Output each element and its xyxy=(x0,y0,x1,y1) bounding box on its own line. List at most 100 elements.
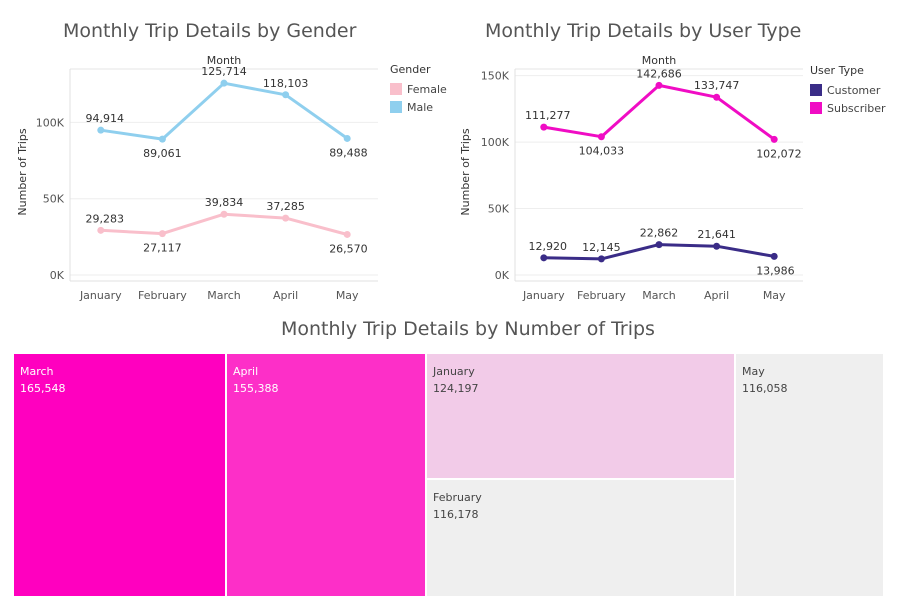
customer-swatch xyxy=(810,84,822,96)
gender-point-male xyxy=(158,135,166,143)
usertype-x-tick-label: February xyxy=(577,289,626,302)
usertype-x-tick-label: January xyxy=(522,289,565,302)
gender-line-chart: Month Number of Trips 0K 50K 100K January Febr… xyxy=(16,54,378,302)
usertype-y-tick-label: 0K xyxy=(495,269,510,282)
gender-x-axis-title: Month xyxy=(207,54,242,67)
legend-item-male[interactable]: Male xyxy=(390,98,447,116)
usertype-data-label: 12,920 xyxy=(529,240,568,253)
gender-data-label: 37,285 xyxy=(266,200,305,213)
usertype-x-axis-title: Month xyxy=(642,54,677,67)
treemap-tile-april[interactable]: April 155,388 xyxy=(226,353,426,597)
usertype-series-line-subscriber xyxy=(543,83,776,141)
gender-data-label: 39,834 xyxy=(205,196,244,209)
usertype-y-tick-label: 100K xyxy=(481,136,510,149)
tile-label: March xyxy=(20,365,54,378)
gender-data-label: 89,488 xyxy=(329,146,368,159)
gender-y-tick-label: 100K xyxy=(36,116,65,129)
tile-label: April xyxy=(233,365,259,378)
usertype-point-customer xyxy=(597,255,605,263)
usertype-point-customer xyxy=(713,242,721,250)
legend-label-male: Male xyxy=(407,100,434,114)
usertype-data-label: 133,747 xyxy=(694,79,740,92)
usertype-data-label: 12,145 xyxy=(582,241,621,254)
treemap-tile-march[interactable]: March 165,548 xyxy=(13,353,226,597)
tile-label: February xyxy=(433,491,482,504)
gender-data-label: 89,061 xyxy=(143,147,182,160)
tile-value: 116,178 xyxy=(433,508,479,521)
usertype-x-tick-label: April xyxy=(704,289,729,302)
gender-x-tick-label: May xyxy=(336,289,359,302)
treemap-tile-february[interactable]: February 116,178 xyxy=(426,479,735,597)
gender-point-male xyxy=(282,91,290,99)
female-swatch xyxy=(390,83,402,95)
usertype-chart-title: Monthly Trip Details by User Type xyxy=(485,20,802,42)
legend-label-female: Female xyxy=(407,82,447,96)
gender-series-line-male xyxy=(100,81,349,141)
legend-item-customer[interactable]: Customer xyxy=(810,81,886,99)
usertype-x-tick-label: March xyxy=(642,289,676,302)
usertype-data-label: 102,072 xyxy=(756,147,802,160)
gender-x-tick-label: January xyxy=(79,289,122,302)
gender-legend-title: Gender xyxy=(390,63,431,76)
tile-value: 165,548 xyxy=(20,382,66,395)
treemap-title: Monthly Trip Details by Number of Trips xyxy=(281,318,655,340)
gender-data-label: 94,914 xyxy=(86,112,125,125)
subscriber-swatch xyxy=(810,102,822,114)
usertype-line-chart: Month Number of Trips 0K 50K 100K 150K January… xyxy=(459,54,803,302)
gender-point-male xyxy=(97,126,105,134)
tile-label: January xyxy=(433,365,475,378)
gender-point-female xyxy=(158,230,166,238)
tile-value: 155,388 xyxy=(233,382,279,395)
tile-value: 124,197 xyxy=(433,382,479,395)
usertype-point-customer xyxy=(770,252,778,260)
usertype-point-subscriber xyxy=(713,93,721,101)
gender-point-female xyxy=(97,226,105,234)
usertype-data-label: 22,862 xyxy=(640,227,679,240)
gender-legend: Gender Female Male xyxy=(390,63,447,116)
gender-data-label: 125,714 xyxy=(201,65,247,78)
usertype-legend-title: User Type xyxy=(810,64,864,77)
legend-item-subscriber[interactable]: Subscriber xyxy=(810,99,886,117)
legend-item-female[interactable]: Female xyxy=(390,80,447,98)
tile-value: 116,058 xyxy=(742,382,788,395)
usertype-y-tick-label: 150K xyxy=(481,70,510,83)
gender-point-male xyxy=(220,79,228,87)
gender-point-female xyxy=(343,230,351,238)
treemap-tile-january[interactable]: January 124,197 xyxy=(426,353,735,479)
usertype-point-customer xyxy=(540,254,548,262)
usertype-legend: User Type Customer Subscriber xyxy=(810,64,886,117)
gender-chart-title: Monthly Trip Details by Gender xyxy=(63,20,357,42)
gender-x-tick-label: April xyxy=(273,289,298,302)
gender-data-label: 29,283 xyxy=(86,212,125,225)
gender-y-axis-title: Number of Trips xyxy=(16,128,29,215)
gender-x-tick-label: March xyxy=(207,289,241,302)
usertype-x-tick-label: May xyxy=(763,289,786,302)
treemap-tile-may[interactable]: May 116,058 xyxy=(735,353,884,597)
tile-label: May xyxy=(742,365,765,378)
gender-point-female xyxy=(282,214,290,222)
usertype-point-customer xyxy=(655,241,663,249)
gender-point-male xyxy=(343,134,351,142)
usertype-data-label: 104,033 xyxy=(579,145,625,158)
usertype-point-subscriber xyxy=(655,81,663,89)
gender-point-female xyxy=(220,210,228,218)
usertype-data-label: 21,641 xyxy=(697,228,736,241)
gender-y-tick-label: 50K xyxy=(43,193,65,206)
usertype-point-subscriber xyxy=(597,133,605,141)
gender-data-label: 118,103 xyxy=(263,77,309,90)
usertype-data-label: 13,986 xyxy=(756,264,795,277)
legend-label-subscriber: Subscriber xyxy=(827,101,886,115)
legend-label-customer: Customer xyxy=(827,83,881,97)
usertype-point-subscriber xyxy=(540,123,548,131)
usertype-y-axis-title: Number of Trips xyxy=(459,128,472,215)
usertype-point-subscriber xyxy=(770,135,778,143)
treemap: March 165,548 April 155,388 January 124,… xyxy=(13,353,884,597)
usertype-data-label: 142,686 xyxy=(636,67,682,80)
gender-y-tick-label: 0K xyxy=(50,269,65,282)
usertype-data-label: 111,277 xyxy=(525,109,571,122)
gender-data-label: 27,117 xyxy=(143,242,182,255)
male-swatch xyxy=(390,101,402,113)
gender-data-label: 26,570 xyxy=(329,242,368,255)
gender-x-tick-label: February xyxy=(138,289,187,302)
usertype-y-tick-label: 50K xyxy=(488,203,510,216)
